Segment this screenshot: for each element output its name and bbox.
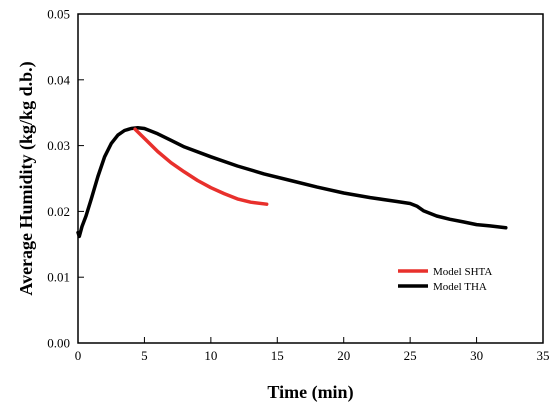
series-line-model-tha [76, 126, 508, 239]
x-axis: 0 5 10 15 20 25 30 35 [75, 337, 550, 363]
y-tick-label: 0.03 [47, 138, 70, 153]
x-tick-label: 20 [337, 348, 350, 363]
y-tick-label: 0.04 [47, 72, 70, 87]
x-tick-label: 0 [75, 348, 82, 363]
series-line-model-shta [133, 127, 269, 206]
y-axis: 0.00 0.01 0.02 0.03 0.04 0.05 [47, 7, 84, 351]
y-tick-label: 0.01 [47, 270, 70, 285]
plot-area [76, 126, 508, 239]
x-tick-label: 10 [204, 348, 217, 363]
x-tick-label: 30 [470, 348, 483, 363]
plot-frame [77, 13, 544, 344]
y-tick-label: 0.02 [47, 204, 70, 219]
x-tick-label: 5 [141, 348, 148, 363]
y-axis-title: Average Humidity (kg/kg d.b.) [16, 61, 37, 295]
y-tick-label: 0.05 [47, 7, 70, 22]
legend-label: Model THA [433, 281, 487, 293]
x-axis-title: Time (min) [267, 382, 353, 403]
x-tick-label: 25 [404, 348, 417, 363]
legend-label: Model SHTA [433, 266, 492, 278]
legend: Model SHTA Model THA [398, 266, 492, 293]
x-tick-label: 15 [271, 348, 284, 363]
x-tick-label: 35 [537, 348, 550, 363]
y-tick-label: 0.00 [47, 336, 70, 351]
